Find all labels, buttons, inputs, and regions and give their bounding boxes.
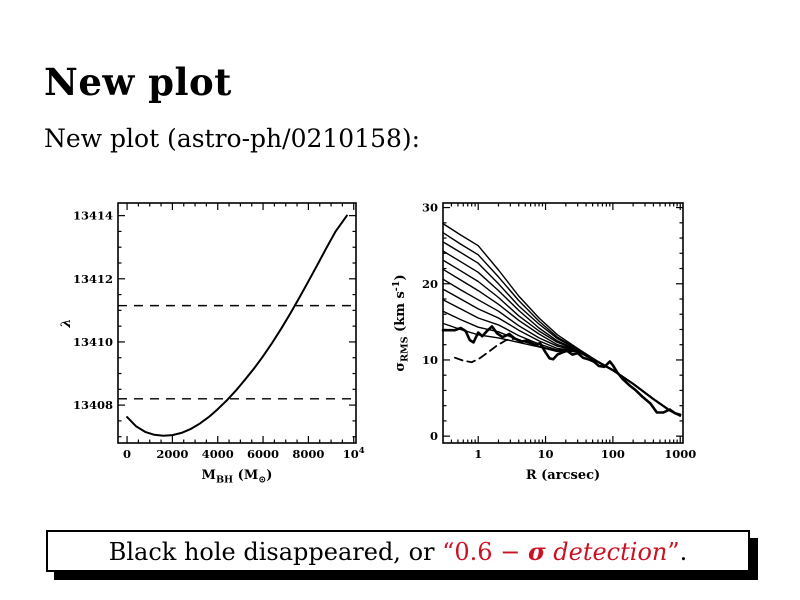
x-tick-label: 100 [601,447,625,461]
plot-frame [442,202,684,444]
x-tick-label: 1000 [664,447,696,461]
model-curve-1 [442,222,681,417]
y-tick-label: 13414 [73,209,113,223]
conclusion-box: Black hole disappeared, or “0.6 − σ dete… [46,530,750,572]
y-tick-label: 13408 [73,398,113,412]
x-axis-label: R (arcsec) [526,468,600,483]
y-tick-label: 20 [422,277,438,291]
x-axis-label: MBH (M⊙) [202,468,273,486]
caption-segment: Black hole disappeared, or [108,537,443,566]
best-fit-wavelength-curve [126,214,348,437]
plot-frame [117,202,357,444]
y-axis-label: σRMS (km s-1) [391,274,411,371]
x-tick-label: 2000 [156,447,188,461]
x-tick-label: 10 [538,447,554,461]
y-tick-label: 30 [422,201,438,215]
x-tick-label: 6000 [247,447,279,461]
caption-segment: . [679,537,688,566]
model-curve-2 [442,232,681,417]
slide-subtitle: New plot (astro-ph/0210158): [44,124,421,153]
model-curve-7 [442,278,681,417]
caption-text: Black hole disappeared, or “0.6 − σ dete… [109,537,688,566]
y-axis-label: λ [59,318,74,328]
caption-segment: detection [545,537,668,566]
x-tick-label: 0 [123,447,131,461]
y-tick-label: 13410 [73,335,113,349]
x-tick-label: 4000 [202,447,234,461]
caption-segment: “0.6 − [442,537,528,566]
model-curve-3 [442,241,681,417]
x-tick-label: 1 [474,447,482,461]
chi-square-vs-bh-mass-plot: 0 2000 4000 6000 8000 104 13408 13410 13412 13414… [59,202,365,486]
observed-rms-velocity-data [441,325,682,417]
caption-segment: ” [667,537,680,566]
y-tick-label: 13412 [73,272,113,286]
y-tick-label: 0 [430,429,438,443]
caption-segment: σ [527,536,546,566]
velocity-dispersion-profile-plot: 1 10 100 1000 0 10 20 30 R (arcsec) σRMS (km s-1) [391,201,696,483]
x-tick-label: 8000 [292,447,324,461]
page-title: New plot [44,60,232,104]
x-tick-label: 104 [343,446,365,461]
y-tick-label: 10 [422,353,438,367]
